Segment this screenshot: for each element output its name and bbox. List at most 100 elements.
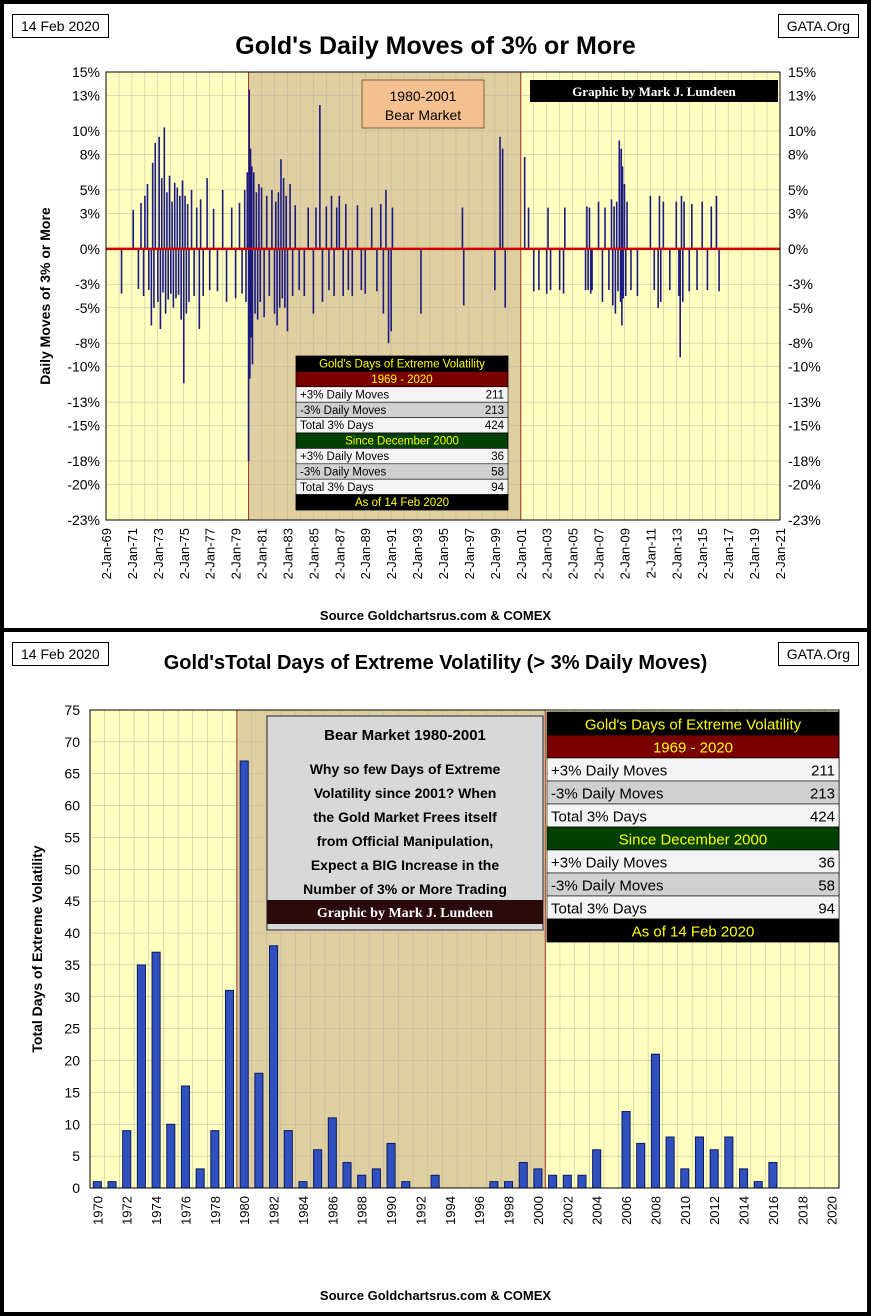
top-credit-box: [530, 80, 778, 102]
bottom-credit: Graphic by Mark J. Lundeen: [317, 906, 493, 921]
top-y-tick-right: -18%: [788, 453, 821, 469]
top-x-tick: 2-Jan-03: [540, 528, 555, 579]
bottom-bar: [371, 1168, 381, 1189]
top-chart-panel: 14 Feb 2020 GATA.Org Gold's Daily Moves …: [4, 4, 867, 628]
bottom-table1-row-label: +3% Daily Moves: [551, 762, 667, 779]
top-y-tick-right: 3%: [788, 205, 808, 221]
bottom-bar: [313, 1149, 323, 1189]
top-x-tick: 2-Jan-07: [592, 528, 607, 579]
top-y-tick-right: -13%: [788, 394, 821, 410]
bottom-table1-row-label: Total 3% Days: [551, 808, 647, 825]
bottom-bar: [342, 1162, 352, 1189]
top-y-tick-left: -23%: [67, 512, 100, 528]
top-x-tick: 2-Jan-73: [151, 528, 166, 579]
bottom-bar: [518, 1162, 528, 1189]
top-y-tick-right: 8%: [788, 147, 808, 163]
top-x-tick: 2-Jan-19: [747, 528, 762, 579]
top-x-tick: 2-Jan-09: [617, 528, 632, 579]
top-bear-label-box: [361, 79, 485, 129]
bottom-site-label: GATA.Org: [777, 642, 859, 666]
top-y-tick-left: -3%: [75, 276, 100, 292]
top-y-tick-left: 3%: [80, 205, 100, 221]
top-x-tick: 2-Jan-85: [306, 528, 321, 579]
bottom-x-tick: 2000: [531, 1196, 546, 1225]
bottom-table2-row-value: 36: [818, 854, 835, 871]
top-x-tick: 2-Jan-71: [125, 528, 140, 579]
bottom-bar: [548, 1174, 558, 1189]
top-x-tick: 2-Jan-75: [177, 528, 192, 579]
bottom-note-line: the Gold Market Frees itself: [313, 809, 497, 825]
bottom-x-tick: 2012: [707, 1196, 722, 1225]
bottom-x-tick: 1990: [384, 1196, 399, 1225]
bottom-y-tick: 30: [64, 989, 80, 1005]
bottom-bar: [636, 1142, 646, 1189]
top-y-tick-left: -20%: [67, 477, 100, 493]
top-chart-title: Gold's Daily Moves of 3% or More: [235, 32, 636, 60]
bottom-bar: [709, 1149, 719, 1189]
bottom-bar: [151, 951, 161, 1189]
bottom-x-tick: 1970: [90, 1196, 105, 1225]
bottom-table-period2: Since December 2000: [619, 831, 767, 848]
top-table-header: Gold's Days of Extreme Volatility: [319, 359, 485, 371]
top-source: Source Goldchartsrus.com & COMEX: [319, 608, 552, 623]
bottom-x-tick: 2006: [619, 1196, 634, 1225]
bottom-x-tick: 1984: [296, 1196, 311, 1225]
bottom-x-tick: 2018: [795, 1196, 810, 1225]
bottom-bar: [401, 1181, 411, 1189]
bottom-table-period1: 1969 - 2020: [653, 739, 733, 756]
bottom-date-label: 14 Feb 2020: [12, 642, 109, 666]
top-x-tick: 2-Jan-87: [332, 528, 347, 579]
bottom-table2-row-value: 58: [818, 877, 835, 894]
top-site-label: GATA.Org: [777, 14, 859, 38]
bottom-table2-row-value: 94: [818, 900, 835, 917]
bottom-x-tick: 1992: [413, 1196, 428, 1225]
bottom-x-tick: 1976: [178, 1196, 193, 1225]
bottom-note-title: Bear Market 1980-2001: [324, 727, 486, 744]
top-x-tick: 2-Jan-13: [669, 528, 684, 579]
bottom-y-tick: 0: [72, 1180, 80, 1196]
top-table1-row-value: 211: [486, 389, 504, 401]
top-y-tick-left: 13%: [72, 88, 100, 104]
top-y-tick-left: 10%: [72, 123, 100, 139]
bottom-x-tick: 2002: [560, 1196, 575, 1225]
top-x-tick: 2-Jan-79: [229, 528, 244, 579]
bottom-x-tick: 2020: [825, 1196, 840, 1225]
top-x-tick: 2-Jan-21: [773, 528, 788, 579]
bottom-y-tick: 70: [64, 734, 80, 750]
top-y-tick-right: -8%: [788, 335, 813, 351]
bottom-table1-row-label: -3% Daily Moves: [551, 785, 664, 802]
top-date-label: 14 Feb 2020: [12, 14, 109, 38]
bottom-x-tick: 1996: [472, 1196, 487, 1225]
top-y-tick-right: 15%: [788, 64, 816, 80]
top-table1-row-label: Total 3% Days: [300, 420, 374, 432]
bottom-y-tick: 40: [64, 925, 80, 941]
top-y-tick-left: -13%: [67, 394, 100, 410]
bottom-plot-border: [89, 709, 840, 1189]
bottom-table1-row-value: 424: [810, 808, 835, 825]
bottom-note-line: Volatility since 2001? When: [314, 785, 497, 801]
bottom-bar: [768, 1162, 778, 1189]
top-x-tick: 2-Jan-17: [721, 528, 736, 579]
top-y-tick-right: -20%: [788, 477, 821, 493]
bottom-chart-panel: 14 Feb 2020 GATA.Org Gold'sTotal Days of…: [4, 632, 867, 1312]
top-table2-row-label: +3% Daily Moves: [300, 451, 389, 463]
top-y-tick-left: -18%: [67, 453, 100, 469]
bottom-y-tick: 25: [64, 1021, 80, 1037]
bottom-table2-row-label: Total 3% Days: [551, 900, 647, 917]
bottom-y-tick: 15: [64, 1084, 80, 1100]
bottom-x-tick: 1994: [443, 1196, 458, 1225]
top-table1-row-value: 213: [485, 405, 504, 417]
bottom-table1-row-value: 213: [810, 785, 835, 802]
top-x-tick: 2-Jan-15: [695, 528, 710, 579]
bottom-x-tick: 1986: [325, 1196, 340, 1225]
top-table-period2: Since December 2000: [345, 436, 459, 448]
bottom-bar: [577, 1174, 587, 1189]
bottom-y-tick: 65: [64, 766, 80, 782]
top-y-tick-right: -10%: [788, 359, 821, 375]
top-credit: Graphic by Mark J. Lundeen: [572, 84, 736, 99]
bottom-bar: [210, 1130, 220, 1189]
top-y-tick-left: 5%: [80, 182, 100, 198]
top-y-tick-left: 8%: [80, 147, 100, 163]
top-table2-row-label: Total 3% Days: [300, 482, 374, 494]
bottom-bar: [136, 964, 146, 1189]
